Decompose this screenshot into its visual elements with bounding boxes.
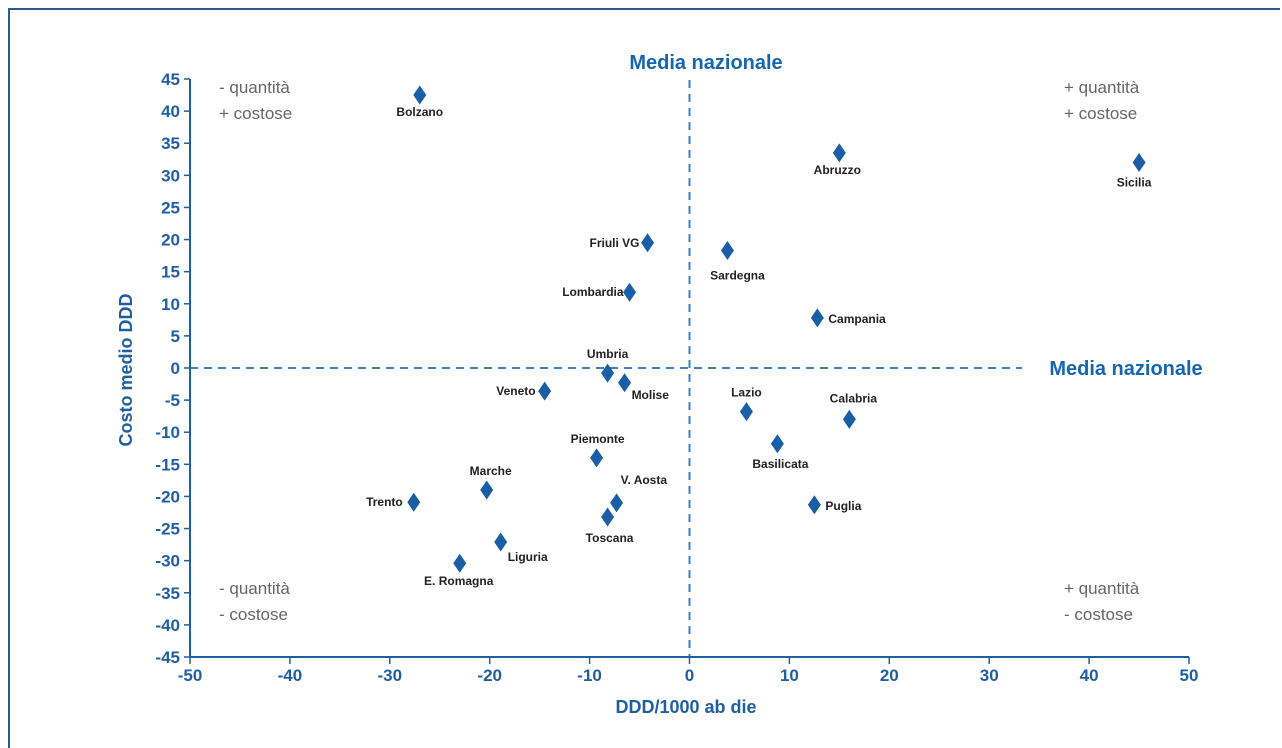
y-tick-label: 35: [161, 134, 180, 153]
point-label: Puglia: [825, 499, 861, 513]
x-tick-label: -40: [278, 666, 303, 685]
y-tick-label: -40: [155, 616, 180, 635]
y-tick-label: -15: [155, 455, 180, 474]
diamond-marker: [807, 495, 821, 515]
x-tick-label: 10: [780, 666, 799, 685]
quadrant-top-left-line1: - quantità: [219, 78, 290, 97]
point-label: Umbria: [587, 347, 629, 361]
quadrant-top-left-line2: + costose: [219, 104, 292, 123]
diamond-marker: [407, 492, 421, 512]
point-label: Friuli VG: [590, 236, 640, 250]
x-axis-title: DDD/1000 ab die: [615, 697, 756, 717]
diamond-marker: [538, 381, 552, 401]
point-label: Molise: [632, 388, 670, 402]
diamond-marker: [641, 233, 655, 253]
point-label: Campania: [828, 312, 886, 326]
data-points: [407, 85, 1146, 573]
quadrant-bottom-right-line2: - costose: [1064, 605, 1133, 624]
x-tick-label: -30: [378, 666, 403, 685]
y-tick-label: 10: [161, 295, 180, 314]
y-tick-label: 20: [161, 231, 180, 250]
point-label: Trento: [366, 495, 403, 509]
figure-frame: [8, 8, 1280, 748]
point-labels: Bolzano Abruzzo Sicilia Friuli VG Sardegna Lo…: [366, 105, 1152, 588]
point-label: Lazio: [731, 386, 762, 400]
point-label: Calabria: [830, 391, 878, 405]
y-tick-label: -35: [155, 584, 180, 603]
diamond-marker: [590, 448, 604, 468]
diamond-marker: [494, 532, 508, 552]
quadrant-top-right-line2: + costose: [1064, 104, 1137, 123]
y-tick-label: -20: [155, 487, 180, 506]
point-label: Bolzano: [396, 105, 443, 119]
diamond-marker: [453, 553, 467, 573]
y-tick-label: -10: [155, 423, 180, 442]
y-axis-title: Costo medio DDD: [116, 293, 136, 446]
x-tick-label: 20: [880, 666, 899, 685]
point-label: Lombardia: [562, 285, 624, 299]
point-label: E. Romagna: [424, 574, 494, 588]
quadrant-bottom-left-line2: - costose: [219, 605, 288, 624]
diamond-marker: [601, 507, 615, 527]
vertical-reference-label: Media nazionale: [629, 52, 782, 74]
diamond-marker: [618, 373, 632, 393]
y-tick-label: 25: [161, 198, 180, 217]
x-tick-label: 50: [1180, 666, 1199, 685]
quadrant-bottom-left-line1: - quantità: [219, 579, 290, 598]
diamond-marker: [842, 409, 856, 429]
diamond-marker: [770, 434, 784, 454]
point-label: Basilicata: [752, 457, 808, 471]
x-tick-label: 30: [980, 666, 999, 685]
y-tick-label: -25: [155, 520, 180, 539]
y-tick-label: 0: [171, 359, 180, 378]
diamond-marker: [610, 493, 624, 513]
y-tick-label: 5: [171, 327, 180, 346]
y-tick-label: -30: [155, 552, 180, 571]
diamond-marker: [1132, 152, 1146, 172]
x-tick-label: 40: [1080, 666, 1099, 685]
diamond-marker: [601, 363, 615, 383]
scatter-chart: 454035302520151050-5-10-15-20-25-30-35-4…: [116, 52, 1203, 717]
diamond-marker: [480, 480, 494, 500]
diamond-marker: [720, 240, 734, 260]
point-label: Piemonte: [571, 432, 625, 446]
point-label: Abruzzo: [814, 163, 861, 177]
diamond-marker: [832, 143, 846, 163]
y-tick-label: 15: [161, 263, 180, 282]
point-label: Veneto: [496, 384, 535, 398]
diamond-marker: [623, 282, 637, 302]
horizontal-reference-label: Media nazionale: [1049, 358, 1202, 380]
y-tick-label: 40: [161, 102, 180, 121]
point-label: Sicilia: [1117, 175, 1152, 189]
quadrant-bottom-right-line1: + quantità: [1064, 579, 1140, 598]
point-label: Sardegna: [710, 268, 765, 282]
point-label: Toscana: [586, 531, 634, 545]
point-label: Liguria: [508, 550, 548, 564]
diamond-marker: [739, 402, 753, 422]
reference-lines: [190, 80, 1022, 657]
quadrant-top-right-line1: + quantità: [1064, 78, 1140, 97]
x-tick-label: -10: [577, 666, 602, 685]
x-tick-label: -20: [477, 666, 502, 685]
y-tick-label: -5: [165, 391, 180, 410]
x-tick-label: -50: [178, 666, 203, 685]
diamond-marker: [413, 85, 427, 105]
y-tick-label: 45: [161, 70, 180, 89]
point-label: V. Aosta: [621, 473, 668, 487]
axes: 454035302520151050-5-10-15-20-25-30-35-4…: [155, 70, 1198, 685]
y-tick-label: 30: [161, 166, 180, 185]
point-label: Marche: [470, 464, 512, 478]
diamond-marker: [810, 308, 824, 328]
y-tick-label: -45: [155, 648, 180, 667]
x-tick-label: 0: [685, 666, 694, 685]
